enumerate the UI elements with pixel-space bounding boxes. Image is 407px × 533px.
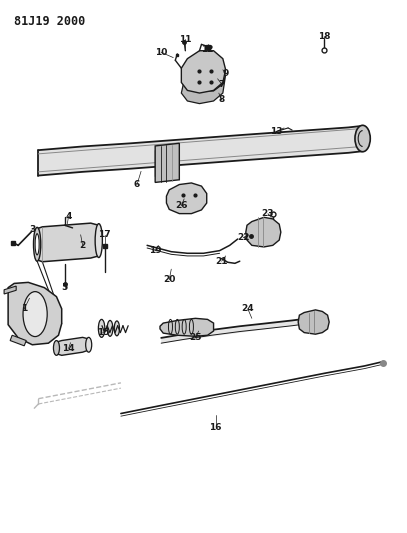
Text: 25: 25	[189, 334, 202, 342]
Text: 10: 10	[155, 48, 167, 57]
Text: 6: 6	[134, 180, 140, 189]
Polygon shape	[4, 286, 16, 294]
Ellipse shape	[107, 320, 113, 336]
Text: 22: 22	[238, 233, 250, 242]
Ellipse shape	[85, 337, 92, 352]
Text: 24: 24	[241, 304, 254, 313]
Text: 12: 12	[201, 45, 214, 54]
Polygon shape	[182, 75, 225, 103]
Polygon shape	[155, 143, 179, 182]
Polygon shape	[161, 318, 308, 343]
Polygon shape	[166, 183, 207, 214]
Text: 17: 17	[98, 230, 111, 239]
Ellipse shape	[114, 321, 120, 336]
Text: 14: 14	[62, 344, 75, 353]
Polygon shape	[38, 126, 363, 175]
Text: 26: 26	[175, 201, 188, 210]
Polygon shape	[298, 310, 329, 334]
Ellipse shape	[95, 224, 103, 257]
Ellipse shape	[33, 228, 41, 261]
Text: 5: 5	[61, 283, 68, 292]
Polygon shape	[36, 223, 99, 262]
Text: 19: 19	[149, 246, 162, 255]
Text: 7: 7	[219, 79, 225, 88]
Text: 15: 15	[96, 328, 109, 337]
Text: 20: 20	[163, 275, 175, 284]
Text: 9: 9	[223, 69, 229, 78]
Polygon shape	[57, 337, 89, 356]
Text: 2: 2	[79, 241, 86, 250]
Text: 13: 13	[270, 127, 282, 136]
Polygon shape	[182, 51, 225, 93]
Polygon shape	[246, 217, 281, 247]
Text: 3: 3	[29, 225, 35, 234]
Text: 8: 8	[219, 95, 225, 104]
Ellipse shape	[355, 125, 370, 152]
Text: 16: 16	[209, 423, 222, 432]
Text: 21: 21	[215, 257, 228, 266]
Text: 18: 18	[318, 32, 330, 41]
Text: 23: 23	[262, 209, 274, 218]
Ellipse shape	[35, 233, 39, 255]
Text: 4: 4	[66, 212, 72, 221]
Polygon shape	[160, 318, 214, 336]
Ellipse shape	[23, 292, 47, 336]
Text: 11: 11	[179, 35, 192, 44]
Polygon shape	[8, 282, 62, 345]
Ellipse shape	[98, 319, 105, 337]
Polygon shape	[10, 335, 26, 346]
Text: 81J19 2000: 81J19 2000	[14, 15, 85, 28]
Ellipse shape	[53, 341, 59, 356]
Text: 1: 1	[21, 304, 27, 313]
